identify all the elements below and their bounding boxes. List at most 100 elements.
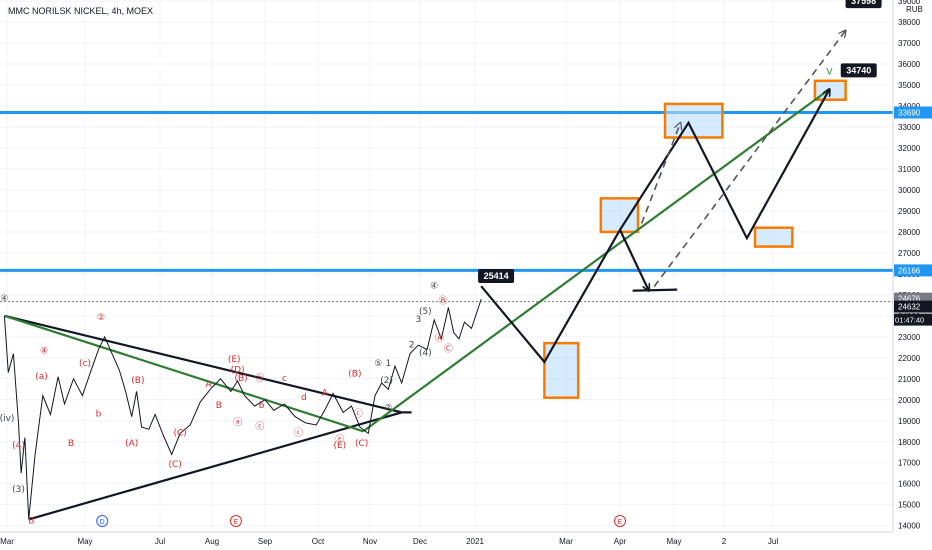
event-marker-label: E	[618, 519, 623, 526]
event-marker	[229, 515, 242, 527]
wave-label: A	[206, 380, 213, 390]
y-tick-label: 17000	[898, 459, 921, 468]
price-line	[3, 298, 482, 520]
currency-label: RUB	[906, 5, 923, 14]
wave-label: ⓐ	[233, 417, 242, 428]
x-tick-label: May	[666, 537, 681, 546]
dashed-projection	[653, 30, 845, 287]
x-tick-label: Jul	[155, 537, 165, 546]
price-label-text: 33690	[898, 109, 921, 118]
price-label-box	[894, 264, 932, 277]
wave-label: d	[301, 393, 307, 403]
y-tick-label: 29000	[898, 207, 921, 216]
x-tick-label: Apr	[614, 537, 627, 546]
wave-label: (iv)	[0, 414, 14, 424]
target-zone	[753, 226, 794, 248]
wave-label: (C)	[168, 460, 181, 470]
wave-label: (5)	[419, 307, 432, 317]
trend-line	[362, 88, 831, 433]
y-tick-label: 19000	[898, 417, 921, 426]
time-axis-bg	[0, 532, 932, 550]
wave-label: 2	[409, 340, 415, 350]
x-tick-label: Sep	[258, 537, 273, 546]
target-zone	[599, 197, 640, 234]
y-tick-label: 27000	[898, 249, 921, 258]
x-tick-label: May	[77, 537, 92, 546]
x-tick-label: Aug	[205, 537, 219, 546]
wave-label: ⓒ	[255, 421, 264, 432]
projection-paths	[480, 30, 845, 364]
wave-label: ②	[384, 403, 392, 413]
wave-label: 3	[415, 315, 421, 325]
wave-label: Ⓒ	[444, 344, 453, 355]
y-tick-label: 23000	[898, 333, 921, 342]
target-zones	[543, 79, 847, 399]
x-tick-label: Mar	[559, 537, 573, 546]
y-tick-label: 33000	[898, 123, 921, 132]
wave-label: B	[28, 517, 34, 527]
price-label-text: 26166	[898, 266, 921, 275]
x-tick-label: 2021	[466, 537, 484, 546]
wave-label: (C)	[173, 428, 186, 438]
callout-box	[840, 63, 877, 78]
trend-lines	[4, 88, 831, 521]
horizontal-levels	[0, 111, 893, 303]
price-label-box	[894, 106, 932, 119]
event-marker	[96, 515, 109, 527]
wave-label: B	[216, 401, 222, 411]
countdown-text: 01:47:40	[895, 316, 924, 325]
x-tick-label: Mar	[0, 537, 14, 546]
y-tick-label: 21000	[898, 375, 921, 384]
y-tick-label: 34000	[898, 102, 921, 111]
y-tick-label: 31000	[898, 165, 921, 174]
grid	[0, 0, 893, 532]
wave-label: ④	[40, 347, 48, 357]
wave-label: (c)	[79, 359, 91, 369]
price-series	[3, 298, 482, 520]
y-tick-label: 39000	[898, 0, 921, 6]
wave-label: (a)	[35, 372, 48, 382]
event-marker-label: D	[100, 519, 105, 526]
callout-label: 34740	[846, 65, 871, 75]
wave-label: (3)	[12, 485, 25, 495]
callout-label: 37598	[851, 0, 876, 6]
chart-title: MMC NORILSK NICKEL, 4h, MOEX	[8, 6, 154, 16]
price-label-text: 24676	[898, 295, 921, 304]
y-tick-label: 28000	[898, 228, 921, 237]
x-tick-label: Oct	[312, 537, 325, 546]
x-tick-label: Jul	[768, 537, 778, 546]
wave-label: b	[96, 410, 102, 420]
wave-label: ⓑ	[255, 373, 264, 384]
wave-label: (E)	[228, 355, 241, 365]
y-tick-label: 22000	[898, 354, 921, 363]
wave-label: ④	[430, 282, 438, 292]
wave-label: (4)	[419, 349, 432, 359]
event-marker	[614, 515, 626, 527]
y-tick-label: 30000	[898, 186, 921, 195]
projection-path	[480, 89, 829, 364]
wave-label: Ⓐ	[435, 333, 444, 344]
wave-label: ⑤	[374, 359, 382, 369]
trend-line	[28, 411, 402, 521]
wave-label: (B)	[234, 374, 247, 384]
y-tick-label: 16000	[898, 480, 921, 489]
wave-label: b	[259, 401, 265, 411]
y-tick-label: 18000	[898, 438, 921, 447]
wave-label: ⓒ	[294, 427, 303, 438]
x-tick-label: Dec	[413, 537, 427, 546]
y-tick-label: 38000	[898, 18, 921, 27]
y-tick-label: 36000	[898, 60, 921, 69]
y-tick-label: 35000	[898, 81, 921, 90]
y-tick-label: 14000	[898, 522, 921, 531]
wave-label: (4)	[12, 441, 25, 451]
wave-label: ⓒ	[354, 409, 363, 420]
wave-label: (D)	[231, 366, 245, 376]
y-tick-label: 15000	[898, 501, 921, 510]
wave-label: Ⓑ	[439, 295, 448, 306]
price-label-text: 24632	[898, 303, 921, 312]
wave-label: 1	[385, 359, 391, 369]
x-tick-label: Nov	[363, 537, 377, 546]
wave-label: ⓔ	[335, 434, 344, 445]
